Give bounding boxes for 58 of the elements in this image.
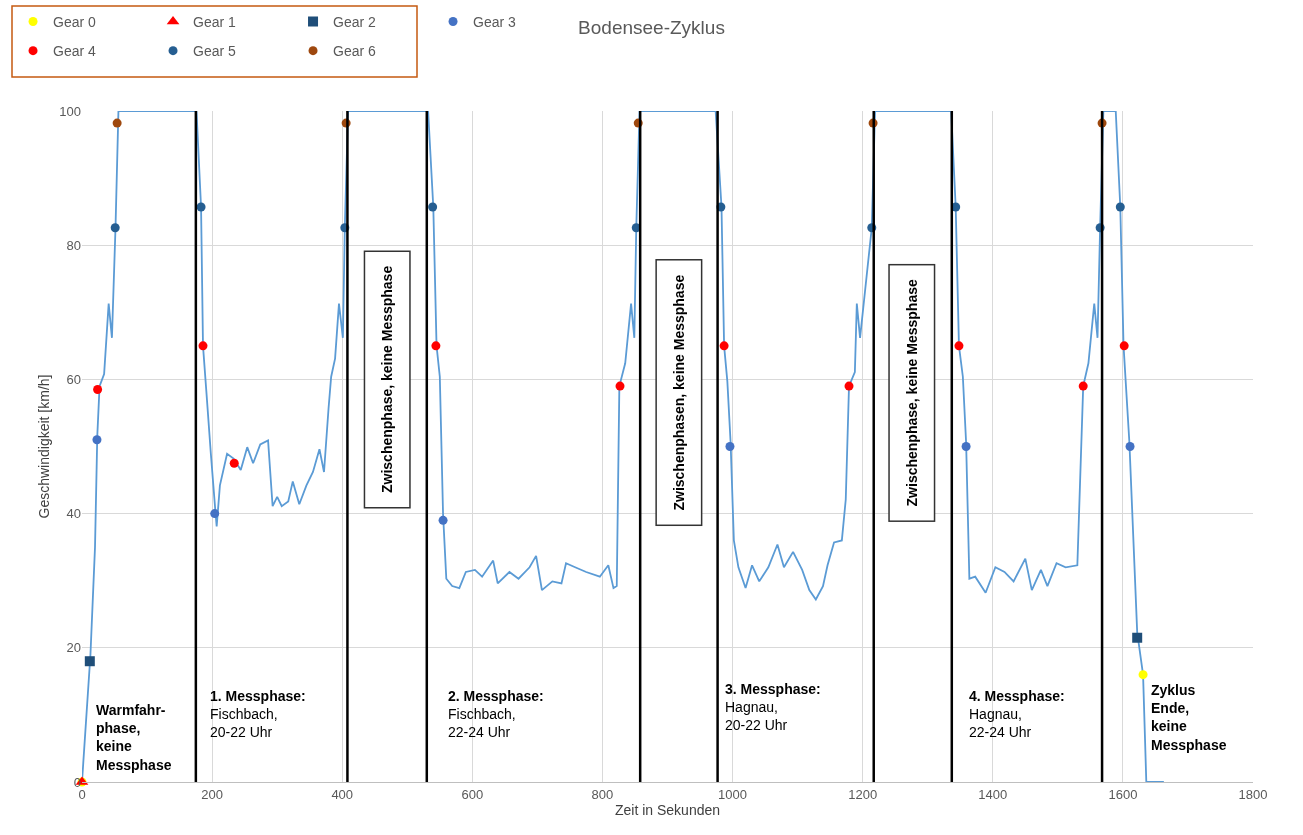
x-tick-label: 1000 xyxy=(718,786,748,802)
point xyxy=(92,435,102,445)
x-tick-label: 200 xyxy=(201,786,223,802)
legend-label: Gear 2 xyxy=(333,13,377,30)
point xyxy=(431,341,441,351)
point xyxy=(1132,632,1143,643)
x-tick-label: 600 xyxy=(461,786,484,802)
y-tick-label: 100 xyxy=(59,103,81,119)
annotation: Zwischenphase, keine Messphase xyxy=(903,279,920,507)
point xyxy=(1119,341,1129,351)
x-tick-label: 1800 xyxy=(1238,786,1268,802)
x-axis-title: Zeit in Sekunden xyxy=(614,801,721,818)
point xyxy=(229,458,239,468)
legend-label: Gear 4 xyxy=(53,43,97,60)
point xyxy=(1078,381,1088,391)
legend-label: Gear 6 xyxy=(333,43,377,60)
legend-label: Gear 5 xyxy=(193,43,237,60)
y-tick-label: 20 xyxy=(66,640,81,656)
annotation: 3. Messphase: Hagnau, 20-22 Uhr xyxy=(725,681,821,734)
point xyxy=(198,341,208,351)
point xyxy=(615,381,625,391)
annotation: Zyklus Ende, keine Messphase xyxy=(1151,682,1227,753)
annotation: Zwischenphase, keine Messphase xyxy=(379,265,396,494)
annotation: 4. Messphase: Hagnau, 22-24 Uhr xyxy=(969,688,1065,741)
y-tick-label: 40 xyxy=(66,506,81,522)
annotation: Zwischenphasen, keine Messphase xyxy=(670,274,687,511)
legend-label: Gear 0 xyxy=(53,13,97,30)
annotation: 2. Messphase: Fischbach, 22-24 Uhr xyxy=(448,688,544,741)
x-tick-label: 1600 xyxy=(1108,786,1138,802)
chart-title: Bodensee-Zyklus xyxy=(578,17,725,39)
y-tick-label: 80 xyxy=(66,237,81,253)
point xyxy=(1115,202,1125,212)
point xyxy=(428,202,438,212)
point xyxy=(1125,442,1135,451)
point xyxy=(84,656,95,667)
point xyxy=(719,341,729,351)
legend-label: Gear 3 xyxy=(473,13,517,30)
point xyxy=(210,509,220,519)
y-tick-label: 0 xyxy=(73,774,81,790)
point xyxy=(110,223,120,233)
point xyxy=(844,381,854,391)
point xyxy=(725,442,735,451)
point xyxy=(112,118,122,128)
point xyxy=(93,384,103,394)
x-tick-label: 1200 xyxy=(848,786,878,802)
y-tick-label: 60 xyxy=(66,371,81,387)
annotation: 1. Messphase: Fischbach, 20-22 Uhr xyxy=(210,688,306,741)
y-axis-title: Geschwindigkeit [km/h] xyxy=(35,374,52,519)
x-tick-label: 800 xyxy=(591,786,614,802)
legend-label: Gear 1 xyxy=(193,13,237,30)
point xyxy=(961,442,971,451)
point xyxy=(1138,670,1148,680)
x-tick-label: 400 xyxy=(331,786,354,802)
annotation: Warmfahr- phase, keine Messphase xyxy=(96,702,172,773)
point xyxy=(438,515,448,525)
x-tick-label: 1400 xyxy=(978,786,1008,802)
point xyxy=(954,341,964,351)
point xyxy=(196,202,206,212)
